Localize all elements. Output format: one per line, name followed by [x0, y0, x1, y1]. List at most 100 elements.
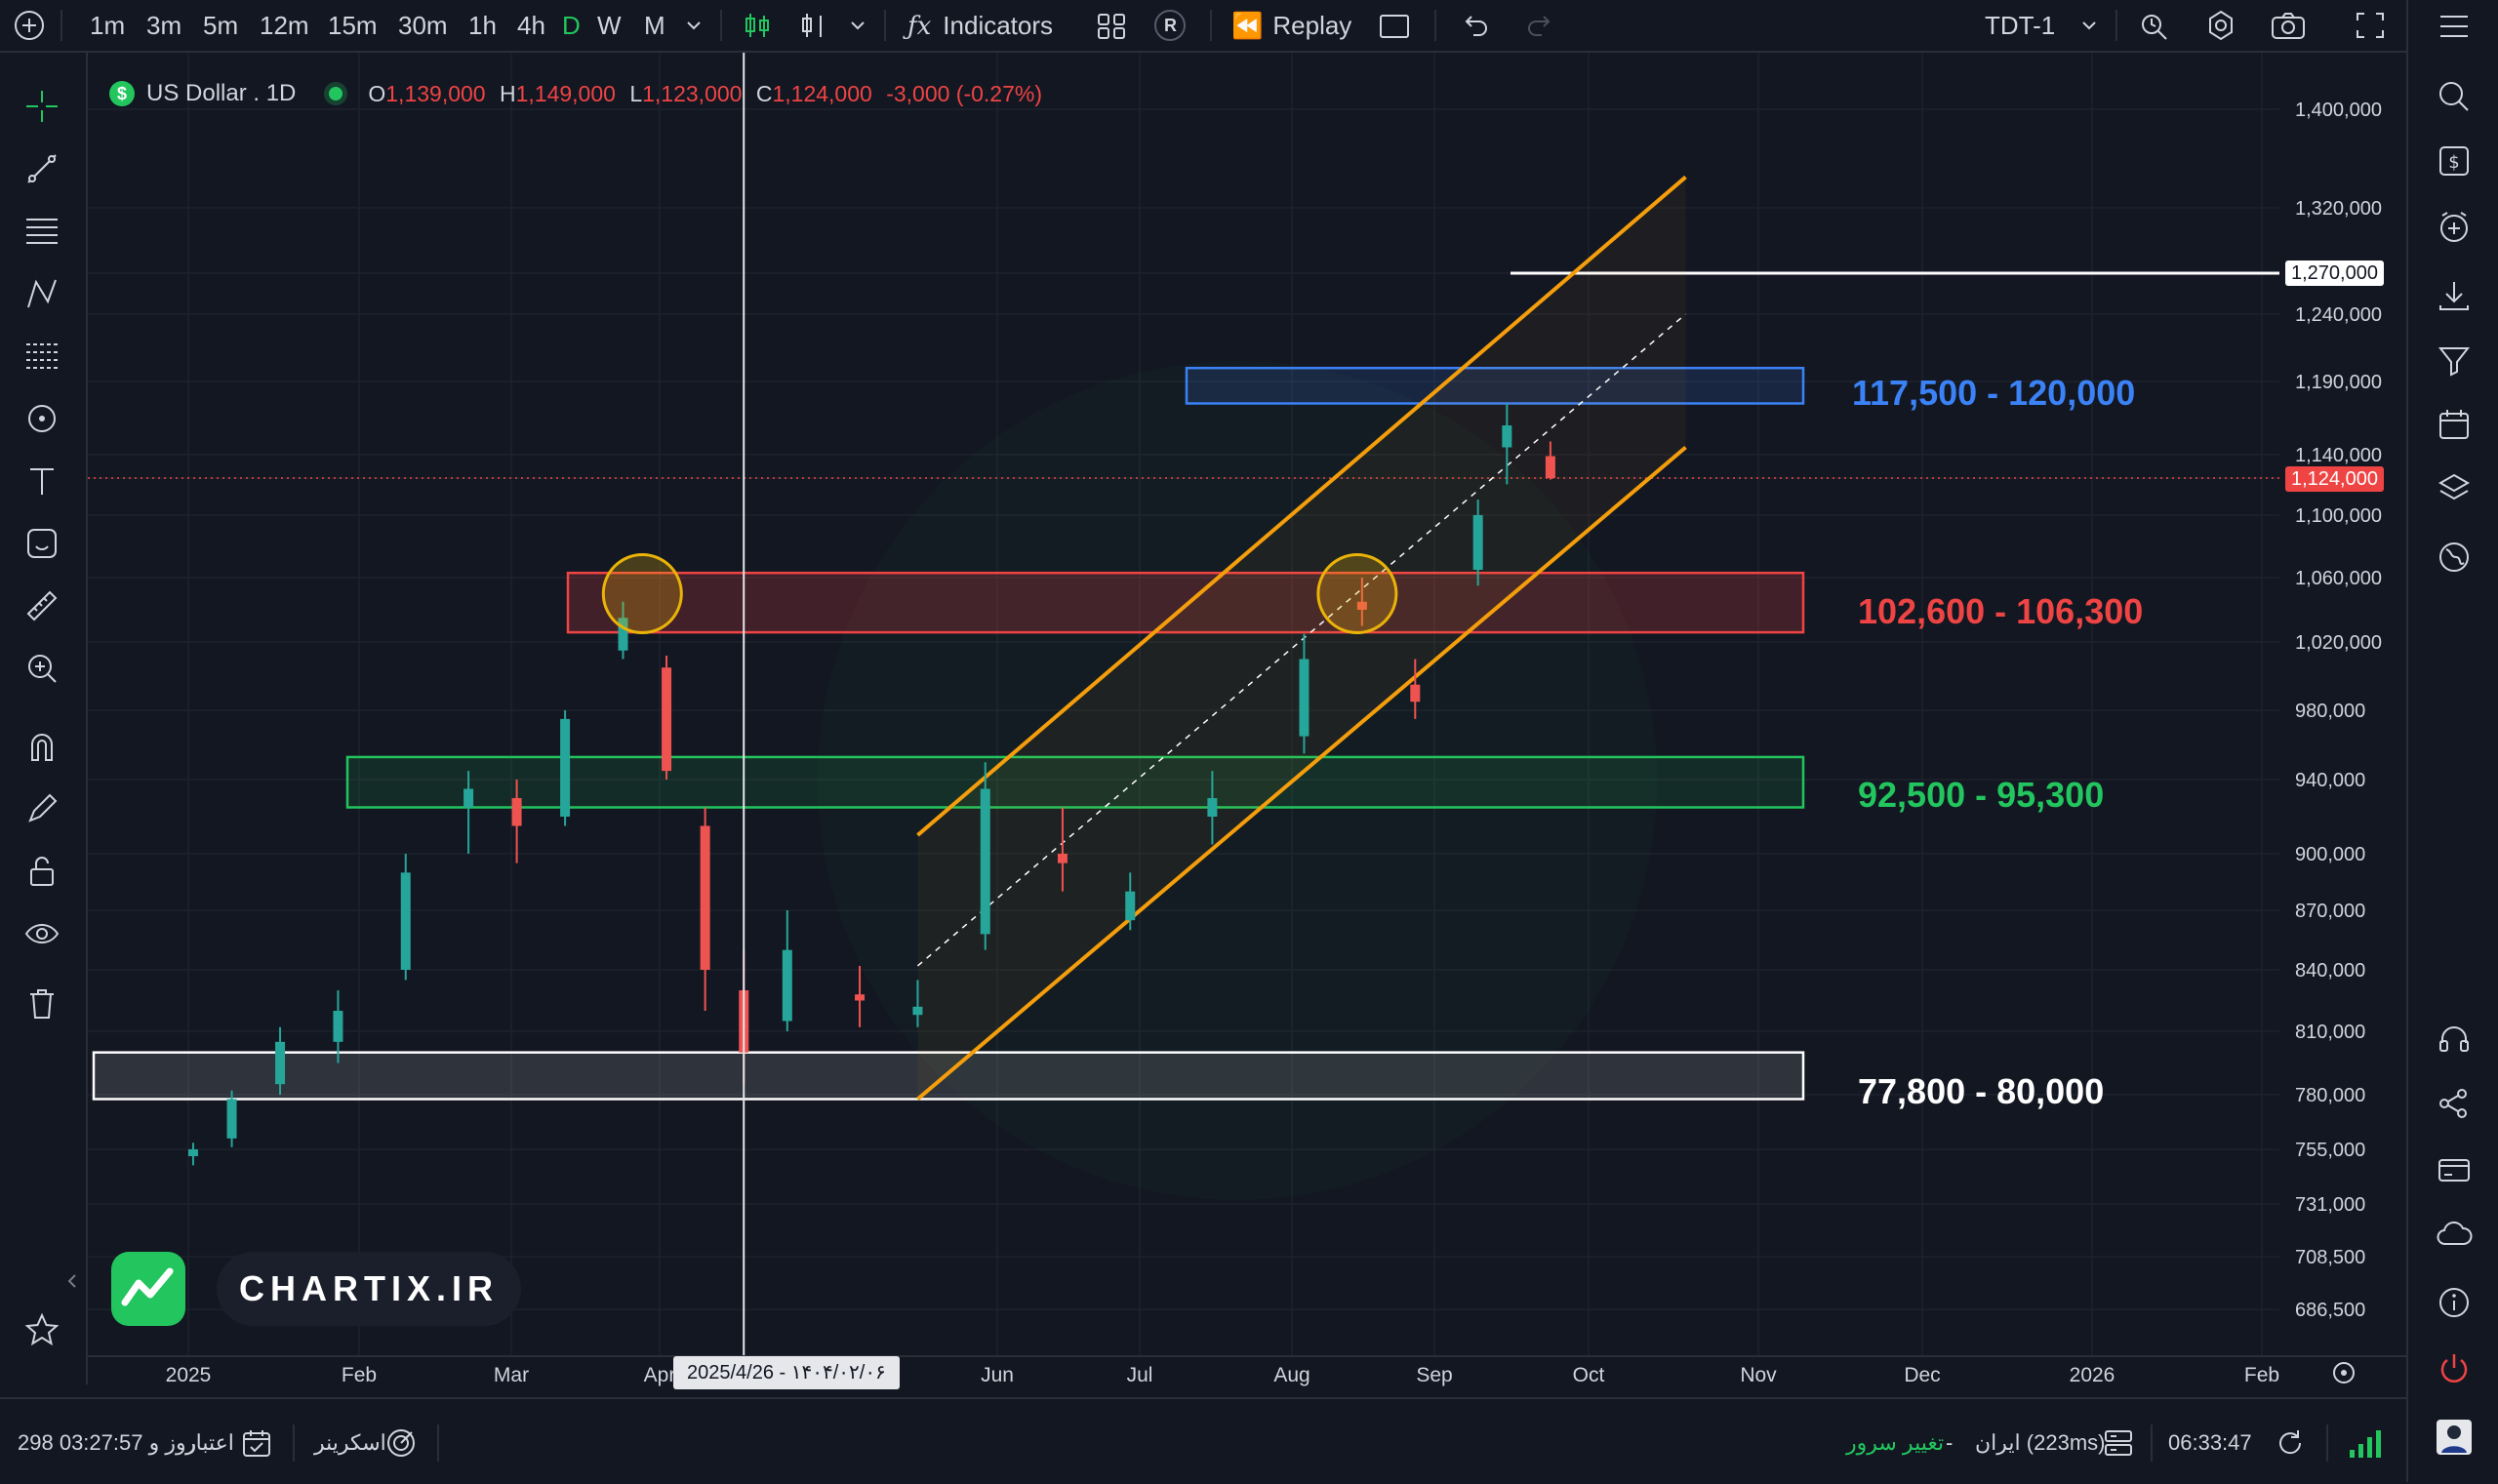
- shapes-icon[interactable]: [20, 396, 64, 441]
- download-icon[interactable]: [2432, 273, 2477, 318]
- interval-1m[interactable]: 1m: [90, 11, 126, 40]
- camera-snapshot-icon[interactable]: [2270, 8, 2307, 43]
- change-server-link[interactable]: تغییر سرور: [1846, 1430, 1945, 1455]
- interval-w[interactable]: W: [597, 11, 622, 40]
- price-axis-label: 810,000: [2295, 1022, 2365, 1043]
- candle-body: [700, 825, 710, 970]
- price-axis-label: 980,000: [2295, 701, 2365, 722]
- dollar-watchlist-icon[interactable]: $: [2432, 139, 2477, 183]
- eye-icon[interactable]: [20, 911, 64, 956]
- crosshair-icon[interactable]: [20, 84, 64, 129]
- collapse-toolbar-icon[interactable]: [62, 1259, 82, 1304]
- axis-settings-gear-center: [2341, 1370, 2347, 1376]
- pattern-tool-icon[interactable]: [20, 271, 64, 316]
- chart-pane[interactable]: 1,400,000 1,320,000 1,240,000 1,190,000 1,14…: [88, 53, 2406, 1395]
- chart-type-chevron-icon[interactable]: [847, 8, 868, 43]
- filter-icon[interactable]: [2432, 338, 2477, 382]
- right-sidebar: $: [2406, 0, 2498, 1482]
- cloud-alert-icon[interactable]: [2432, 1212, 2477, 1257]
- candle-body: [400, 872, 411, 970]
- share-icon[interactable]: [2432, 1081, 2477, 1126]
- top-toolbar: 1m 3m 5m 12m 15m 30m 1h 4h D W M ƒx Indicators R ⏪ R…: [0, 0, 2420, 53]
- symbol-name[interactable]: US Dollar . 1D: [146, 80, 297, 106]
- credit-remaining: 298 روز و 03:27:57: [18, 1430, 197, 1455]
- time-axis-label: Sep: [1416, 1364, 1452, 1386]
- status-bar: 298 روز و 03:27:57 اعتبار اسکرینر تغییر …: [0, 1397, 2406, 1484]
- fib-retracement-icon[interactable]: [20, 334, 64, 379]
- replay-button[interactable]: ⏪ Replay: [1231, 8, 1351, 43]
- calendar-icon[interactable]: [2432, 402, 2477, 447]
- favorites-star-icon[interactable]: [20, 1307, 64, 1352]
- fullscreen-icon[interactable]: [2354, 8, 2387, 43]
- horizontal-lines-icon[interactable]: [20, 209, 64, 254]
- candle-body: [1502, 425, 1512, 448]
- menu-hamburger-icon[interactable]: [2432, 4, 2477, 49]
- select-rectangle-icon[interactable]: [1378, 8, 1411, 43]
- interval-5m[interactable]: 5m: [203, 11, 239, 40]
- price-axis-label: 900,000: [2295, 844, 2365, 865]
- r-badge-button[interactable]: R: [1151, 8, 1189, 43]
- server-icon[interactable]: [2102, 1426, 2135, 1460]
- candle-body: [226, 1099, 237, 1139]
- candle-body: [618, 618, 628, 651]
- interval-1h[interactable]: 1h: [468, 11, 497, 40]
- channel-mid-line: [916, 313, 1686, 967]
- layout-chevron-icon[interactable]: [2078, 8, 2100, 43]
- sticker-icon[interactable]: [20, 521, 64, 566]
- time-axis-label: Jul: [1127, 1364, 1153, 1386]
- layers-icon[interactable]: [2432, 466, 2477, 511]
- templates-grid-icon[interactable]: [1095, 8, 1128, 43]
- calendar-check-icon[interactable]: [240, 1426, 273, 1460]
- zone-box-0: [1185, 366, 1805, 405]
- payment-card-icon[interactable]: [2432, 1147, 2477, 1192]
- candle-body: [1057, 854, 1068, 863]
- alert-clock-icon[interactable]: [2432, 205, 2477, 250]
- channel-lower-line: [916, 445, 1687, 1102]
- add-symbol-icon[interactable]: [12, 8, 47, 43]
- refresh-icon[interactable]: [2274, 1426, 2307, 1460]
- interval-3m[interactable]: 3m: [146, 11, 182, 40]
- undo-icon[interactable]: [1458, 8, 1491, 43]
- ruler-icon[interactable]: [20, 583, 64, 628]
- candles-chart-type-icon[interactable]: [742, 8, 773, 43]
- settings-gear-icon[interactable]: [2203, 8, 2238, 43]
- zoom-in-icon[interactable]: [20, 646, 64, 691]
- support-headset-icon[interactable]: [2432, 1017, 2477, 1062]
- candle-body: [1125, 891, 1136, 921]
- quick-search-icon[interactable]: [2137, 8, 2172, 43]
- magnet-icon[interactable]: [20, 724, 64, 769]
- interval-12m[interactable]: 12m: [260, 11, 309, 40]
- drawing-mode-icon[interactable]: [20, 786, 64, 831]
- layout-name-button[interactable]: TDT-1: [1985, 8, 2055, 43]
- price-axis-label: 1,400,000: [2295, 100, 2382, 121]
- info-icon[interactable]: [2432, 1280, 2477, 1325]
- lock-icon[interactable]: [20, 849, 64, 894]
- candle-body: [855, 994, 866, 1001]
- interval-15m[interactable]: 15m: [328, 11, 378, 40]
- interval-d[interactable]: D: [562, 11, 581, 40]
- redo-icon[interactable]: [1524, 8, 1557, 43]
- close-value: 1,124,000: [772, 80, 872, 106]
- rewind-icon: ⏪: [1231, 11, 1264, 40]
- price-chart[interactable]: 1,400,000 1,320,000 1,240,000 1,190,000 1,14…: [88, 53, 2406, 1395]
- globe-icon[interactable]: [2432, 535, 2477, 580]
- interval-dropdown-chevron-icon[interactable]: [683, 8, 705, 43]
- interval-4h[interactable]: 4h: [517, 11, 545, 40]
- screener-label[interactable]: اسکرینر: [314, 1430, 386, 1455]
- search-icon[interactable]: [2432, 74, 2477, 119]
- trend-line-icon[interactable]: [20, 146, 64, 191]
- interval-m[interactable]: M: [644, 11, 665, 40]
- bar-chart-type-icon[interactable]: [798, 8, 829, 43]
- interval-30m[interactable]: 30m: [398, 11, 448, 40]
- power-icon[interactable]: [2432, 1346, 2477, 1391]
- level-price-tag: 1,270,000: [2285, 261, 2384, 286]
- screener-radar-icon[interactable]: [384, 1426, 418, 1460]
- trash-icon[interactable]: [20, 982, 64, 1026]
- zone-box-3: [92, 1051, 1805, 1101]
- user-avatar[interactable]: [2432, 1415, 2477, 1460]
- indicators-button[interactable]: ƒx Indicators: [907, 8, 1053, 43]
- price-axis-label: 1,240,000: [2295, 304, 2382, 326]
- text-tool-icon[interactable]: [20, 459, 64, 503]
- price-axis-label: 870,000: [2295, 901, 2365, 922]
- price-axis-label: 1,060,000: [2295, 568, 2382, 589]
